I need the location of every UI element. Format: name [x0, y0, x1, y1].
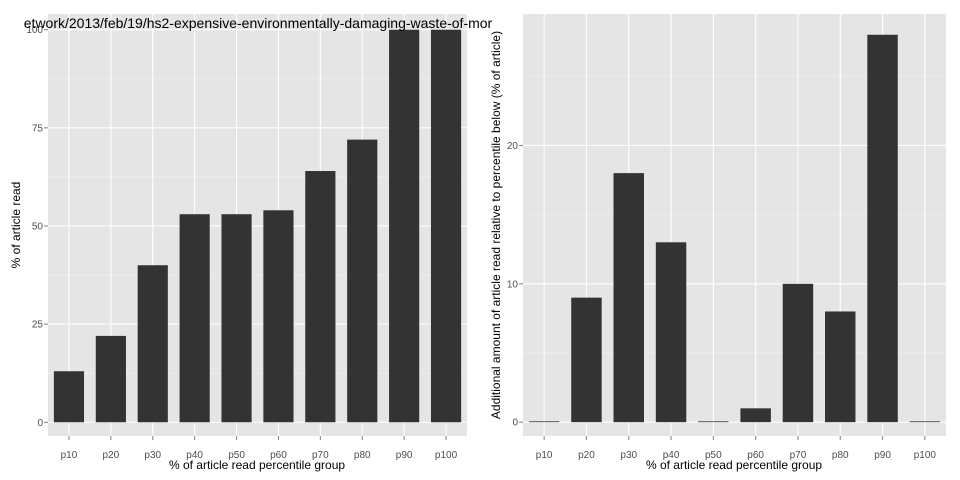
x-tick-label: p10 — [61, 450, 78, 461]
y-tick-label: 50 — [32, 221, 44, 232]
y-axis-title: % of article read — [9, 182, 23, 269]
x-tick-label: p10 — [536, 450, 553, 461]
x-tick-label: p50 — [705, 450, 722, 461]
right-chart: 0 10 20 p10 p20 p30 p40 p50 p60 p70 p80 p90 p100 % of… — [489, 14, 946, 472]
bar-p70 — [782, 283, 814, 423]
bar-p60 — [263, 210, 294, 423]
bar-p30 — [137, 265, 168, 423]
x-tick-label: p90 — [396, 450, 413, 461]
x-tick-label: p100 — [435, 450, 458, 461]
bar-p50 — [698, 421, 729, 423]
bar-p100 — [909, 421, 941, 423]
x-axis-title: % of article read percentile group — [169, 458, 345, 472]
bar-p40 — [179, 214, 210, 423]
x-tick-label: p80 — [832, 450, 849, 461]
x-tick-label: p60 — [747, 450, 764, 461]
y-tick-label: 20 — [507, 141, 519, 152]
bar-p30 — [613, 173, 644, 423]
x-tick-label: p70 — [312, 450, 329, 461]
bar-p40 — [655, 242, 687, 423]
plot-title: etwork/2013/feb/19/hs2-expensive-environ… — [24, 15, 493, 31]
bar-p20 — [571, 297, 602, 423]
bar-p50 — [221, 214, 252, 423]
x-tick-label: p60 — [270, 450, 287, 461]
x-tick-label: p30 — [144, 450, 161, 461]
bar-p10 — [528, 421, 560, 423]
y-axis-title: Additional amount of article read relati… — [489, 31, 503, 419]
x-tick-label: p50 — [228, 450, 245, 461]
x-tick-label: p70 — [790, 450, 807, 461]
y-tick-label: 25 — [32, 320, 44, 331]
x-axis-title: % of article read percentile group — [646, 458, 822, 472]
bar-p70 — [305, 171, 336, 423]
x-tick-label: p20 — [578, 450, 595, 461]
y-tick-label: 0 — [37, 418, 43, 429]
y-tick-label: 0 — [512, 418, 518, 429]
bar-p90 — [867, 34, 898, 423]
bar-p90 — [389, 29, 420, 423]
x-tick-label: p40 — [186, 450, 203, 461]
y-tick-label: 75 — [32, 123, 44, 134]
x-tick-label: p80 — [354, 450, 371, 461]
bar-p80 — [347, 139, 378, 423]
x-tick-label: p100 — [914, 450, 937, 461]
y-tick-label: 10 — [507, 279, 519, 290]
left-chart: 0 25 50 75 100 p10 p20 p30 p40 p50 p60 p70 p80 p90 p10… — [9, 14, 493, 472]
y-tick-label: 100 — [26, 25, 43, 36]
bar-p80 — [825, 311, 856, 423]
x-tick-label: p20 — [103, 450, 120, 461]
bar-p20 — [95, 335, 126, 423]
x-tick-label: p90 — [874, 450, 891, 461]
bar-p100 — [430, 29, 462, 423]
bar-p10 — [53, 371, 85, 423]
x-tick-label: p40 — [663, 450, 680, 461]
x-tick-label: p30 — [620, 450, 637, 461]
bar-p60 — [740, 408, 771, 423]
